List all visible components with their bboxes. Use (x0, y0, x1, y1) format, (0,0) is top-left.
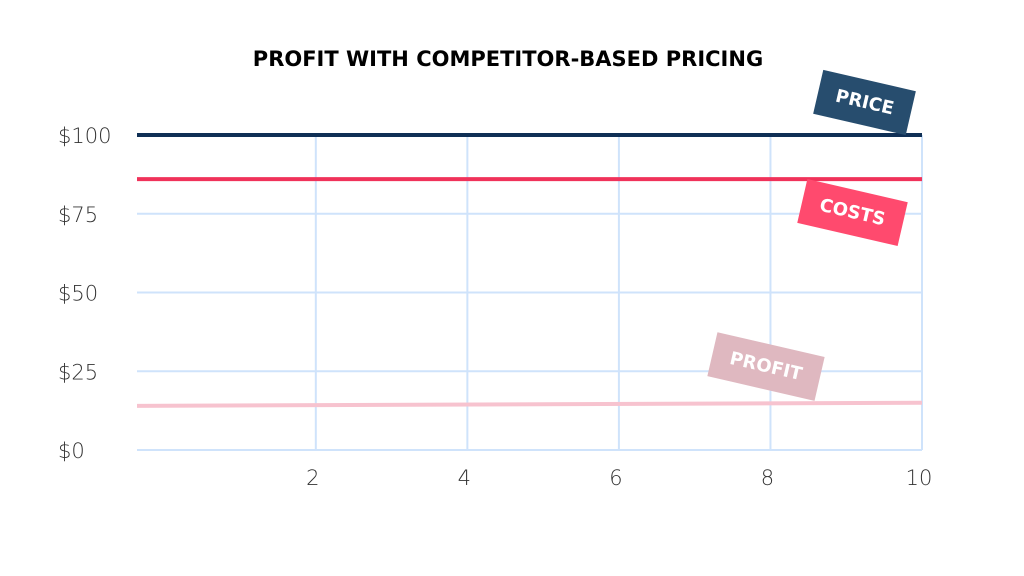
y-tick-label: $75 (58, 203, 98, 227)
x-tick-label: 2 (306, 466, 319, 490)
y-tick-label: $50 (58, 282, 98, 306)
x-tick-label: 4 (458, 466, 471, 490)
y-axis-ticks: $0 $25 $50 $75 $100 (58, 124, 111, 463)
x-tick-label: 10 (906, 466, 933, 490)
chart-title: PROFIT WITH COMPETITOR-BASED PRICING (253, 47, 763, 71)
grid (137, 135, 923, 451)
x-tick-label: 6 (609, 466, 622, 490)
y-tick-label: $25 (58, 360, 98, 384)
series-lines (136, 133, 923, 408)
x-tick-label: 8 (761, 466, 774, 490)
x-axis-ticks: 2 4 6 8 10 (306, 466, 932, 490)
y-tick-label: $0 (58, 439, 85, 463)
y-tick-label: $100 (58, 124, 111, 148)
series-line-profit (136, 400, 923, 408)
